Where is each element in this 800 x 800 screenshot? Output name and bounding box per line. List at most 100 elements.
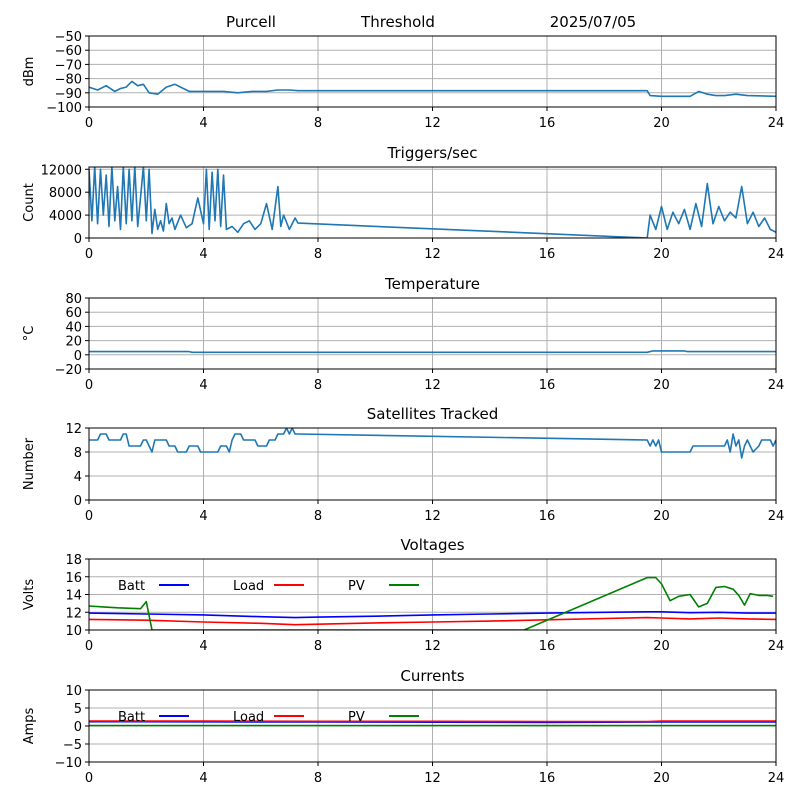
chart-panel-triggers: 0 4 8 12 16 20 24 0 4000 8000 12000 Triggers/sec Cou… [22, 144, 784, 262]
x-tick-label: 20 [653, 771, 670, 786]
y-axis-label: dBm [22, 57, 37, 87]
x-tick-label: 20 [653, 639, 670, 654]
x-tick-label: 0 [85, 639, 93, 654]
chart-panel-voltages: 0 4 8 12 16 20 24 10 12 14 16 18 Voltages Volts Batt Lo… [22, 536, 784, 654]
y-tick-label: 8000 [49, 186, 82, 201]
y-tick-label: 4 [74, 470, 82, 485]
series-line-voltages-load [89, 616, 776, 626]
legend-label: Load [233, 710, 264, 725]
plot-kind: Threshold [360, 13, 435, 31]
x-tick-label: 0 [85, 378, 93, 393]
chart-title: Triggers/sec [387, 144, 478, 162]
series-line-currents-load [89, 720, 776, 723]
x-tick-label: 4 [199, 116, 207, 131]
x-tick-label: 20 [653, 247, 670, 262]
series-line-satellites-0 [89, 428, 776, 459]
x-tick-label: 4 [199, 639, 207, 654]
chart-panel-satellites: 0 4 8 12 16 20 24 0 4 8 12 Satellites Tracked Number [22, 405, 784, 524]
y-tick-label: −80 [55, 73, 82, 88]
y-tick-label: 12 [65, 606, 82, 621]
series-line-triggers-0 [89, 167, 776, 238]
legend-label: Batt [118, 579, 145, 594]
x-tick-label: 12 [424, 116, 441, 131]
chart-title: Satellites Tracked [367, 405, 498, 423]
x-tick-label: 8 [314, 509, 322, 524]
x-tick-label: 16 [539, 116, 556, 131]
y-tick-label: −60 [55, 44, 82, 59]
chart-title: Voltages [400, 536, 464, 554]
y-tick-label: −100 [46, 101, 82, 116]
series-line-temperature-0 [89, 350, 776, 354]
chart-panel-currents: 0 4 8 12 16 20 24 −10 −5 0 5 10 Currents Amps Batt Load… [22, 667, 784, 786]
x-tick-label: 12 [424, 639, 441, 654]
y-tick-label: 0 [74, 232, 82, 247]
legend-label: Batt [118, 710, 145, 725]
grid-temperature [88, 297, 777, 370]
x-tick-label: 16 [539, 509, 556, 524]
legend-label: PV [348, 710, 365, 725]
x-tick-label: 8 [314, 116, 322, 131]
grid-voltages [88, 558, 777, 631]
y-axis-label: Amps [22, 707, 37, 744]
x-tick-label: 12 [424, 771, 441, 786]
report-date: 2025/07/05 [550, 13, 636, 31]
y-tick-label: −50 [55, 30, 82, 45]
x-tick-label: 24 [768, 509, 785, 524]
x-tick-label: 4 [199, 378, 207, 393]
y-tick-label: 10 [65, 624, 82, 639]
y-tick-label: 10 [65, 684, 82, 699]
series-line-threshold-0 [89, 80, 776, 98]
x-tick-label: 4 [199, 771, 207, 786]
x-tick-label: 0 [85, 247, 93, 262]
legend-label: Load [233, 579, 264, 594]
x-tick-label: 24 [768, 771, 785, 786]
x-tick-label: 4 [199, 509, 207, 524]
x-tick-label: 20 [653, 116, 670, 131]
grid-triggers [88, 167, 777, 239]
grid-satellites [88, 427, 777, 501]
y-tick-label: −5 [63, 738, 82, 753]
x-tick-label: 8 [314, 639, 322, 654]
y-tick-label: −70 [55, 58, 82, 73]
series-line-voltages-batt [89, 610, 776, 619]
chart-title: Currents [400, 667, 464, 685]
x-tick-label: 8 [314, 771, 322, 786]
x-tick-label: 24 [768, 247, 785, 262]
y-tick-label: 0 [74, 349, 82, 364]
x-tick-label: 12 [424, 509, 441, 524]
y-tick-label: 5 [74, 702, 82, 717]
y-tick-label: −90 [55, 87, 82, 102]
legend-label: PV [348, 579, 365, 594]
y-tick-label: −10 [55, 756, 82, 771]
chart-panel-threshold: 0 4 8 12 16 20 24 −100−90−80−70−60−50 dBm [22, 30, 784, 131]
y-tick-label: 12 [65, 422, 82, 437]
y-tick-label: 16 [65, 571, 82, 586]
y-tick-label: 0 [74, 494, 82, 509]
y-tick-label: 20 [65, 335, 82, 350]
y-tick-label: 4000 [49, 209, 82, 224]
x-tick-label: 0 [85, 771, 93, 786]
y-axis-label: Count [22, 183, 37, 222]
x-tick-label: 16 [539, 247, 556, 262]
figure-header: Purcell Threshold 2025/07/05 [226, 13, 636, 31]
x-tick-label: 24 [768, 378, 785, 393]
y-tick-label: 0 [74, 720, 82, 735]
y-tick-label: 12000 [41, 163, 82, 178]
x-tick-label: 12 [424, 378, 441, 393]
x-tick-label: 16 [539, 639, 556, 654]
series-line-voltages-pv [89, 576, 774, 630]
x-tick-label: 16 [539, 378, 556, 393]
y-tick-label: 40 [65, 320, 82, 335]
legend-currents: Batt Load PV [118, 710, 419, 725]
x-tick-label: 24 [768, 639, 785, 654]
station-name: Purcell [226, 13, 276, 31]
y-tick-label: 60 [65, 306, 82, 321]
x-tick-label: 4 [199, 247, 207, 262]
legend-voltages: Batt Load PV [118, 579, 419, 594]
x-tick-label: 24 [768, 116, 785, 131]
y-axis-label: Volts [22, 579, 37, 611]
y-tick-label: 8 [74, 446, 82, 461]
